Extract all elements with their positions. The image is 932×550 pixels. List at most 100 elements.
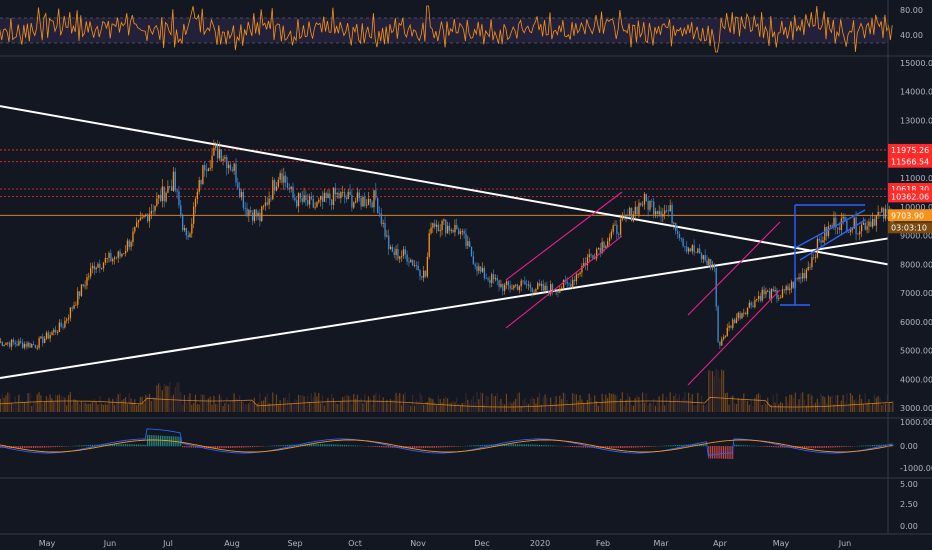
volume-bar xyxy=(331,393,333,412)
macd-histogram-bar xyxy=(584,446,587,448)
candle-body xyxy=(242,192,245,208)
macd-histogram-bar xyxy=(297,444,300,447)
candle-body xyxy=(314,206,316,208)
candle-body xyxy=(441,220,443,231)
macd-histogram-bar xyxy=(783,446,785,448)
volume-bar xyxy=(522,400,524,412)
volume-bar xyxy=(754,397,756,412)
volume-bar xyxy=(860,398,863,412)
candle-body xyxy=(336,193,338,195)
macd-histogram-bar xyxy=(119,444,121,447)
macd-histogram-bar xyxy=(513,444,515,447)
macd-histogram-bar xyxy=(445,446,447,448)
macd-histogram-bar xyxy=(734,444,736,447)
candle-body xyxy=(822,240,824,243)
volume-bar xyxy=(476,392,478,412)
candle-body xyxy=(12,339,15,343)
candle-body xyxy=(255,209,257,217)
candle-body xyxy=(189,233,191,238)
volume-bar xyxy=(642,392,644,412)
volume-bar xyxy=(386,399,388,412)
volume-bar xyxy=(286,399,289,412)
macd-histogram-bar xyxy=(538,444,541,447)
volume-bar xyxy=(399,392,401,412)
volume-bar xyxy=(713,376,715,412)
volume-bar xyxy=(185,402,187,412)
candle-body xyxy=(67,317,70,320)
candle-body xyxy=(592,254,594,259)
macd-histogram-bar xyxy=(55,446,57,448)
candle-body xyxy=(86,277,88,286)
level-label: 10362.06 xyxy=(891,192,929,201)
macd-histogram-bar xyxy=(182,446,184,448)
volume-bar xyxy=(504,404,506,412)
volume-bar xyxy=(58,394,60,412)
candle-body xyxy=(511,288,513,290)
volume-bar xyxy=(167,386,169,412)
candle-body xyxy=(562,279,565,289)
candle-body xyxy=(796,278,798,280)
candle-body xyxy=(728,325,730,328)
candle-body xyxy=(435,224,438,227)
macd-histogram-bar xyxy=(279,445,281,447)
volume-bar xyxy=(678,394,680,412)
candle-body xyxy=(299,193,302,199)
candle-body xyxy=(235,163,237,183)
rsi-tick-label: 80.00 xyxy=(900,6,923,15)
candle-body xyxy=(347,191,349,200)
candle-body xyxy=(207,168,210,172)
candle-body xyxy=(557,290,559,293)
macd-histogram-bar xyxy=(185,446,187,448)
volume-bar xyxy=(741,398,743,412)
volume-bar xyxy=(161,390,163,412)
candle-body xyxy=(110,252,112,262)
macd-histogram-bar xyxy=(124,444,127,447)
macd-histogram-bar xyxy=(36,446,38,448)
candle-body xyxy=(599,248,601,253)
volume-bar xyxy=(235,398,237,412)
volume-bar xyxy=(601,393,603,412)
volume-bar xyxy=(244,404,246,412)
macd-histogram-bar xyxy=(494,444,496,447)
volume-bar xyxy=(257,402,259,412)
volume-bar xyxy=(658,396,660,412)
candle-body xyxy=(128,240,130,247)
volume-bar xyxy=(303,396,305,412)
volume-bar xyxy=(892,401,894,412)
volume-bar xyxy=(410,405,412,412)
volume-bar xyxy=(526,402,528,412)
volume-bar xyxy=(371,404,373,412)
candle-body xyxy=(559,288,561,293)
volume-bar xyxy=(196,404,198,412)
macd-histogram-bar xyxy=(27,446,29,449)
candle-body xyxy=(303,195,305,202)
volume-bar xyxy=(45,396,48,412)
candle-body xyxy=(629,208,631,216)
candle-body xyxy=(20,341,22,343)
volume-bar xyxy=(251,402,254,412)
candle-body xyxy=(781,289,784,298)
volume-bar xyxy=(402,394,404,412)
macd-histogram-bar xyxy=(504,444,506,447)
candle-body xyxy=(813,257,815,259)
candle-body xyxy=(342,192,344,193)
macd-histogram-bar xyxy=(618,446,620,449)
volume-bar xyxy=(393,399,395,412)
volume-bar xyxy=(607,397,609,412)
macd-histogram-bar xyxy=(307,444,309,447)
volume-bar xyxy=(879,397,881,412)
volume-bar xyxy=(540,404,542,412)
volume-bar xyxy=(64,397,66,412)
candle-body xyxy=(780,297,782,299)
candle-body xyxy=(358,192,360,198)
macd-histogram-bar xyxy=(838,446,840,448)
candle-body xyxy=(550,284,552,295)
volume-bar xyxy=(20,401,22,412)
candle-body xyxy=(172,171,175,191)
price-tick-label: 13000.00 xyxy=(900,116,932,125)
volume-bar xyxy=(572,393,574,412)
macd-histogram-bar xyxy=(748,445,750,447)
macd-histogram-bar xyxy=(253,446,255,447)
macd-histogram-bar xyxy=(426,446,428,448)
